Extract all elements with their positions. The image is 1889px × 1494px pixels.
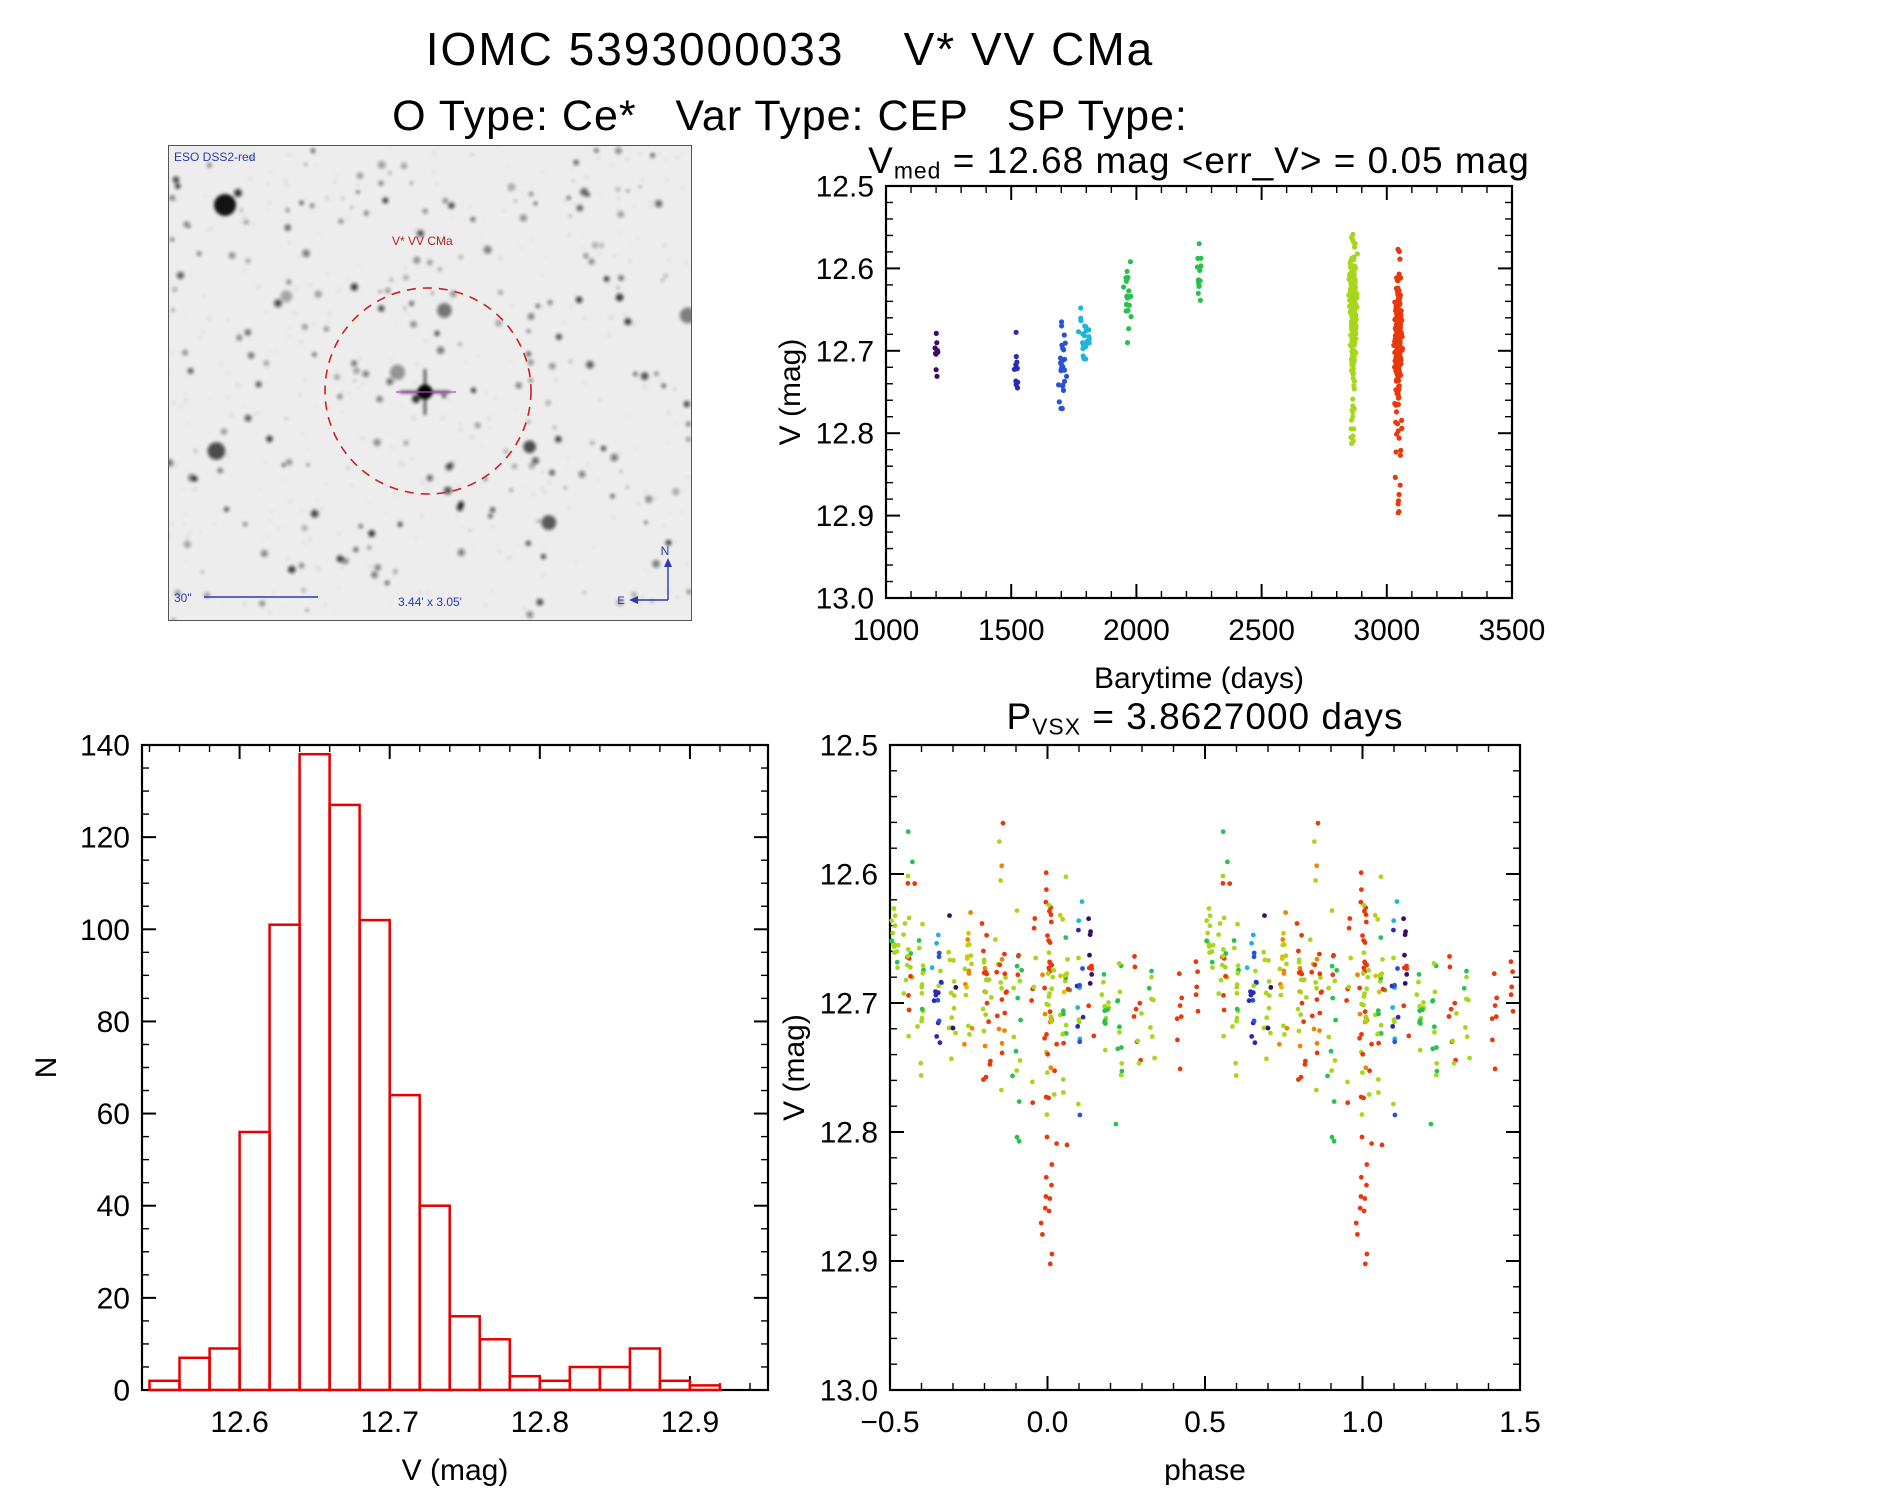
histogram-x-tick-label: 12.6 bbox=[210, 1406, 268, 1439]
lightcurve-data-points bbox=[932, 231, 1406, 516]
phase-title-pre: P bbox=[1006, 696, 1033, 737]
lightcurve-x-tick-label: 2000 bbox=[1103, 614, 1170, 647]
phase-x-tick-label: −0.5 bbox=[860, 1406, 919, 1439]
phase-y-tick-label: 12.6 bbox=[820, 859, 878, 892]
phase-y-axis-label: V (mag) bbox=[778, 1014, 811, 1121]
histogram-y-tick-label: 20 bbox=[97, 1282, 130, 1315]
histogram-axes-box bbox=[140, 743, 770, 1392]
lightcurve-y-tick-label: 13.0 bbox=[816, 583, 874, 616]
phase-title-post: = 3.8627000 days bbox=[1081, 696, 1404, 737]
phase-x-axis-label: phase bbox=[1164, 1454, 1246, 1485]
histogram-y-tick-label: 80 bbox=[97, 1006, 130, 1039]
target-circle bbox=[324, 287, 532, 495]
header: IOMC 5393000033 V* VV CMa O Type: Ce* Va… bbox=[0, 0, 1580, 141]
lightcurve-y-tick-label: 12.5 bbox=[816, 171, 874, 204]
phase-title-sub: VSX bbox=[1032, 713, 1082, 740]
finder-chart: ESO DSS2-red V* VV CMa 30" 3.44' x 3.05' N E bbox=[168, 145, 692, 621]
phase-data-points bbox=[889, 820, 1516, 1267]
phase-y-tick-label: 13.0 bbox=[820, 1375, 878, 1408]
lightcurve-y-axis-label: V (mag) bbox=[778, 339, 807, 446]
fov-label: 3.44' x 3.05' bbox=[398, 595, 462, 609]
compass: NE bbox=[617, 544, 672, 607]
phase-x-tick-label: 1.5 bbox=[1499, 1406, 1541, 1439]
lightcurve-title-sub: med bbox=[893, 157, 942, 184]
histogram-bars bbox=[148, 752, 722, 1392]
lightcurve-y-tick-label: 12.9 bbox=[816, 500, 874, 533]
histogram-y-tick-label: 100 bbox=[80, 914, 130, 947]
lightcurve-axes-box bbox=[884, 184, 1514, 600]
lightcurve-title-post: = 12.68 mag <err_V> = 0.05 mag bbox=[941, 140, 1530, 181]
histogram-y-axis-label: N bbox=[30, 1057, 63, 1079]
histogram-x-axis-label: V (mag) bbox=[402, 1454, 509, 1487]
lightcurve-plot: 1000 1500 2000 2500 3000 3500 12.5 12.6 12.7 12.8… bbox=[778, 171, 1546, 696]
page-title: IOMC 5393000033 V* VV CMa bbox=[425, 23, 1155, 75]
histogram-plot: 12.6 12.7 12.8 12.9 0 20 40 60 80 100 120 140 V (mag… bbox=[30, 730, 770, 1487]
histogram-x-tick-label: 12.7 bbox=[361, 1406, 419, 1439]
lightcurve-y-tick-label: 12.8 bbox=[816, 418, 874, 451]
phase-x-tick-label: 0.5 bbox=[1184, 1406, 1226, 1439]
phase-axes-box bbox=[888, 743, 1522, 1392]
lightcurve-y-tick-label: 12.6 bbox=[816, 253, 874, 286]
phase-x-tick-label: 1.0 bbox=[1342, 1406, 1384, 1439]
phase-plot: −0.5 0.0 0.5 1.0 1.5 12.5 12.6 12.7 12.8 12.9 13.0… bbox=[778, 730, 1541, 1486]
lightcurve-x-tick-label: 1000 bbox=[853, 614, 920, 647]
histogram-y-tick-label: 0 bbox=[113, 1375, 130, 1408]
target-label: V* VV CMa bbox=[392, 234, 453, 248]
histogram-y-tick-label: 60 bbox=[97, 1098, 130, 1131]
lightcurve-x-tick-label: 3000 bbox=[1353, 614, 1420, 647]
phase-y-tick-label: 12.8 bbox=[820, 1117, 878, 1150]
compass-north-label: N bbox=[661, 544, 670, 558]
lightcurve-y-tick-label: 12.7 bbox=[816, 335, 874, 368]
histogram-y-tick-label: 40 bbox=[97, 1190, 130, 1223]
phase-plot-title: PVSX = 3.8627000 days bbox=[1006, 696, 1403, 741]
lightcurve-x-tick-label: 3500 bbox=[1479, 614, 1546, 647]
histogram-x-tick-label: 12.8 bbox=[511, 1406, 569, 1439]
phase-y-tick-label: 12.7 bbox=[820, 988, 878, 1021]
survey-label: ESO DSS2-red bbox=[174, 150, 255, 164]
scale-label: 30" bbox=[174, 591, 192, 605]
lightcurve-x-tick-label: 1500 bbox=[978, 614, 1045, 647]
compass-east-label: E bbox=[617, 595, 624, 607]
phase-x-tick-label: 0.0 bbox=[1027, 1406, 1069, 1439]
page-subtitle: O Type: Ce* Var Type: CEP SP Type: bbox=[392, 92, 1188, 140]
lightcurve-title-pre: V bbox=[868, 140, 894, 181]
phase-y-tick-label: 12.5 bbox=[820, 730, 878, 763]
lightcurve-x-axis-label: Barytime (days) bbox=[1094, 662, 1304, 695]
lightcurve-x-tick-label: 2500 bbox=[1228, 614, 1295, 647]
lightcurve-title: Vmed = 12.68 mag <err_V> = 0.05 mag bbox=[868, 140, 1530, 185]
phase-y-tick-label: 12.9 bbox=[820, 1246, 878, 1279]
histogram-y-tick-label: 140 bbox=[80, 730, 130, 763]
histogram-x-tick-label: 12.9 bbox=[661, 1406, 719, 1439]
finder-border bbox=[168, 145, 692, 621]
histogram-y-tick-label: 120 bbox=[80, 822, 130, 855]
